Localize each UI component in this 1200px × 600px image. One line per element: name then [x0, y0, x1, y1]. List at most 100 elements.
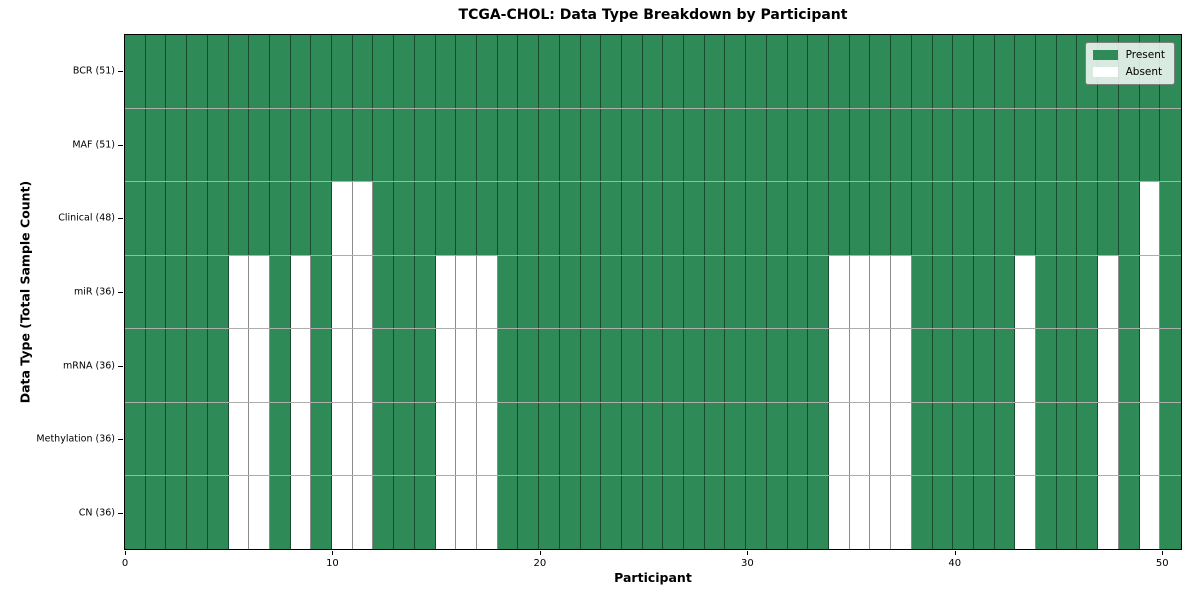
heatmap-cell-present [518, 255, 540, 329]
heatmap-cell-present [207, 476, 229, 550]
heatmap-cell-present [1118, 255, 1140, 329]
heatmap-cell-present [269, 329, 291, 402]
heatmap-cell-present [911, 402, 933, 476]
heatmap-cell-present [207, 182, 229, 255]
chart-title: TCGA-CHOL: Data Type Breakdown by Partic… [458, 7, 848, 23]
heatmap-cell-present [1056, 35, 1078, 108]
heatmap-cell-present [973, 255, 995, 329]
heatmap-cell-present [891, 108, 912, 182]
legend-label-absent: Absent [1125, 66, 1163, 78]
heatmap-cell-absent [891, 329, 912, 402]
heatmap-cell-present [290, 182, 312, 255]
heatmap-cell-present [808, 255, 829, 329]
heatmap-cell-absent [891, 255, 912, 329]
heatmap-cell-present [932, 329, 954, 402]
heatmap-cell-present [953, 182, 974, 255]
heatmap-row [125, 476, 1181, 550]
heatmap-cell-present [725, 182, 747, 255]
heatmap-cell-absent [849, 329, 871, 402]
heatmap-cell-present [1098, 182, 1119, 255]
heatmap-cell-present [1160, 476, 1181, 550]
heatmap-cell-present [829, 108, 850, 182]
y-axis-tick-mark [118, 144, 123, 146]
y-axis-tick-mark [118, 365, 123, 367]
legend-item-present: Present [1092, 49, 1165, 61]
heatmap-cell-present [725, 108, 747, 182]
heatmap-cell-present [249, 35, 270, 108]
heatmap-cell-present [373, 255, 395, 329]
heatmap-cell-absent [829, 255, 850, 329]
heatmap-cell-present [1118, 182, 1140, 255]
heatmap-cell-present [373, 476, 395, 550]
heatmap-cell-absent [891, 402, 912, 476]
heatmap-cell-absent [1015, 255, 1037, 329]
heatmap-cell-absent [290, 402, 312, 476]
heatmap-cell-present [477, 35, 498, 108]
heatmap-cell-absent [870, 402, 892, 476]
heatmap-cell-present [166, 182, 188, 255]
heatmap-cell-present [1036, 108, 1057, 182]
heatmap-cell-present [601, 476, 622, 550]
heatmap-cell-present [1077, 255, 1099, 329]
heatmap-cell-present [1077, 329, 1099, 402]
heatmap-cell-present [808, 108, 829, 182]
heatmap-cell-present [725, 329, 747, 402]
heatmap-cell-absent [435, 255, 457, 329]
heatmap-cell-absent [352, 402, 374, 476]
heatmap-cell-absent [332, 476, 353, 550]
heatmap-cell-present [456, 108, 477, 182]
heatmap-cell-present [1015, 35, 1037, 108]
heatmap-cell-present [953, 108, 974, 182]
heatmap-cell-present [994, 35, 1016, 108]
heatmap-cell-present [145, 402, 167, 476]
heatmap-cell-absent [1139, 255, 1161, 329]
heatmap-cell-absent [228, 476, 250, 550]
heatmap-cell-present [787, 35, 809, 108]
heatmap-cell-present [1118, 108, 1140, 182]
heatmap-cell-present [559, 182, 581, 255]
heatmap-cell-present [580, 108, 602, 182]
y-axis-tick-label: mRNA (36) [63, 360, 115, 372]
heatmap-cell-present [642, 255, 664, 329]
heatmap-cell-absent [332, 182, 353, 255]
heatmap-cell-present [166, 476, 188, 550]
heatmap-cell-present [394, 255, 415, 329]
heatmap-cell-present [559, 402, 581, 476]
heatmap-cell-present [332, 35, 353, 108]
heatmap-cell-present [994, 108, 1016, 182]
x-axis-tick-mark [954, 551, 956, 555]
x-axis-tick-mark [332, 551, 334, 555]
heatmap-cell-present [704, 476, 726, 550]
heatmap-row [125, 402, 1181, 477]
heatmap-cell-absent [1015, 329, 1037, 402]
heatmap-cell-present [166, 329, 188, 402]
heatmap-cell-present [870, 182, 892, 255]
heatmap-cell-absent [332, 329, 353, 402]
heatmap-cell-present [580, 329, 602, 402]
heatmap-cell-absent [249, 476, 270, 550]
heatmap-cell-present [435, 182, 457, 255]
heatmap-cell-absent [1139, 329, 1161, 402]
heatmap-cell-present [373, 108, 395, 182]
heatmap-cell-present [373, 402, 395, 476]
heatmap-cell-absent [870, 255, 892, 329]
x-axis-label: Participant [614, 570, 692, 585]
heatmap-cell-present [435, 35, 457, 108]
heatmap-cell-present [642, 182, 664, 255]
heatmap-cell-present [1160, 182, 1181, 255]
heatmap-cell-present [125, 255, 146, 329]
x-axis-tick-label: 10 [326, 558, 339, 569]
heatmap-cell-present [787, 329, 809, 402]
heatmap-cell-present [787, 108, 809, 182]
heatmap-cell-present [601, 35, 622, 108]
heatmap-cell-present [932, 35, 954, 108]
x-axis-tick-label: 40 [948, 558, 962, 569]
heatmap-cell-absent [829, 329, 850, 402]
x-axis-tick-label: 50 [1155, 558, 1169, 569]
heatmap-cell-present [311, 182, 333, 255]
heatmap-cell-present [1036, 35, 1057, 108]
heatmap-cell-present [1036, 402, 1057, 476]
heatmap-cell-present [456, 35, 477, 108]
heatmap-cell-present [1139, 108, 1161, 182]
heatmap-cell-present [1077, 182, 1099, 255]
